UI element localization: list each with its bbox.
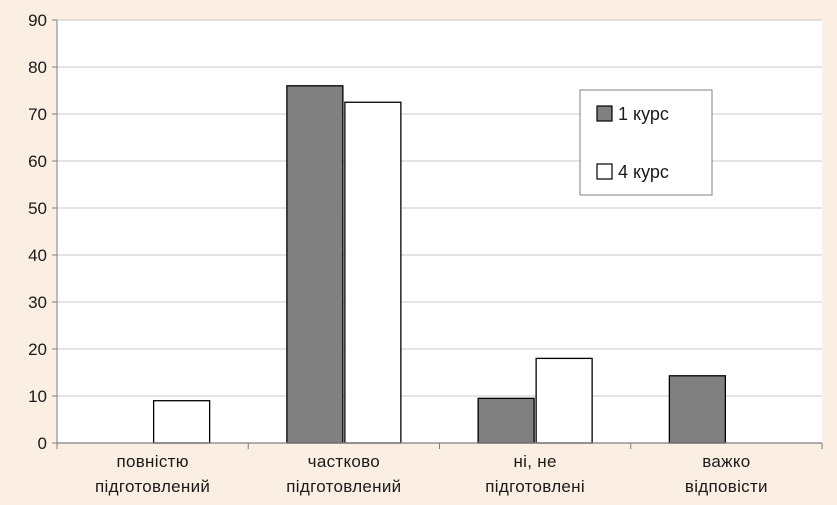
bar-series-1-category-4 — [668, 375, 727, 444]
x-tick-label: повністю підготовлений — [95, 452, 210, 496]
x-tick-label-line: підготовлені — [485, 477, 585, 496]
x-tick-label-line: підготовлений — [95, 477, 210, 496]
x-tick-label-line: ні, не — [513, 452, 556, 471]
y-tick-label: 10 — [28, 387, 47, 406]
legend-swatch-series-1 — [596, 105, 613, 122]
x-tick-label: важко відповісти — [685, 452, 768, 496]
bars — [152, 85, 727, 444]
y-tick-label: 20 — [28, 340, 47, 359]
legend-label-series-2: 4 курс — [618, 162, 669, 182]
y-tick-label: 50 — [28, 199, 47, 218]
x-tick-label-line: відповісти — [685, 477, 768, 496]
y-tick-label: 30 — [28, 293, 47, 312]
y-tick-label: 40 — [28, 246, 47, 265]
y-tick-label: 60 — [28, 152, 47, 171]
y-tick-label: 70 — [28, 105, 47, 124]
bar-series-2-category-1 — [152, 400, 211, 444]
bar-series-2-category-3 — [535, 357, 593, 444]
y-tick-label: 0 — [38, 434, 47, 453]
y-axis: 0 10 20 30 40 50 60 70 80 90 — [28, 11, 58, 453]
legend-swatch-series-2 — [596, 163, 613, 180]
x-tick-label-line: повністю — [116, 452, 188, 471]
bar-series-1-category-3 — [477, 397, 535, 444]
y-tick-label: 90 — [28, 11, 47, 30]
legend: 1 курс 4 курс — [579, 89, 713, 196]
x-tick-label-line: підготовлений — [286, 477, 401, 496]
x-axis: повністю підготовлений частково підготовлен… — [56, 442, 823, 496]
x-tick-label-line: частково — [308, 452, 380, 471]
x-tick-label: ні, не підготовлені — [485, 452, 585, 496]
x-tick-label-line: важко — [702, 452, 750, 471]
legend-label-series-1: 1 курс — [618, 104, 669, 124]
x-tick-label: частково підготовлений — [286, 452, 401, 496]
y-tick-label: 80 — [28, 58, 47, 77]
bar-series-2-category-2 — [344, 101, 402, 444]
bar-series-1-category-2 — [286, 85, 344, 444]
